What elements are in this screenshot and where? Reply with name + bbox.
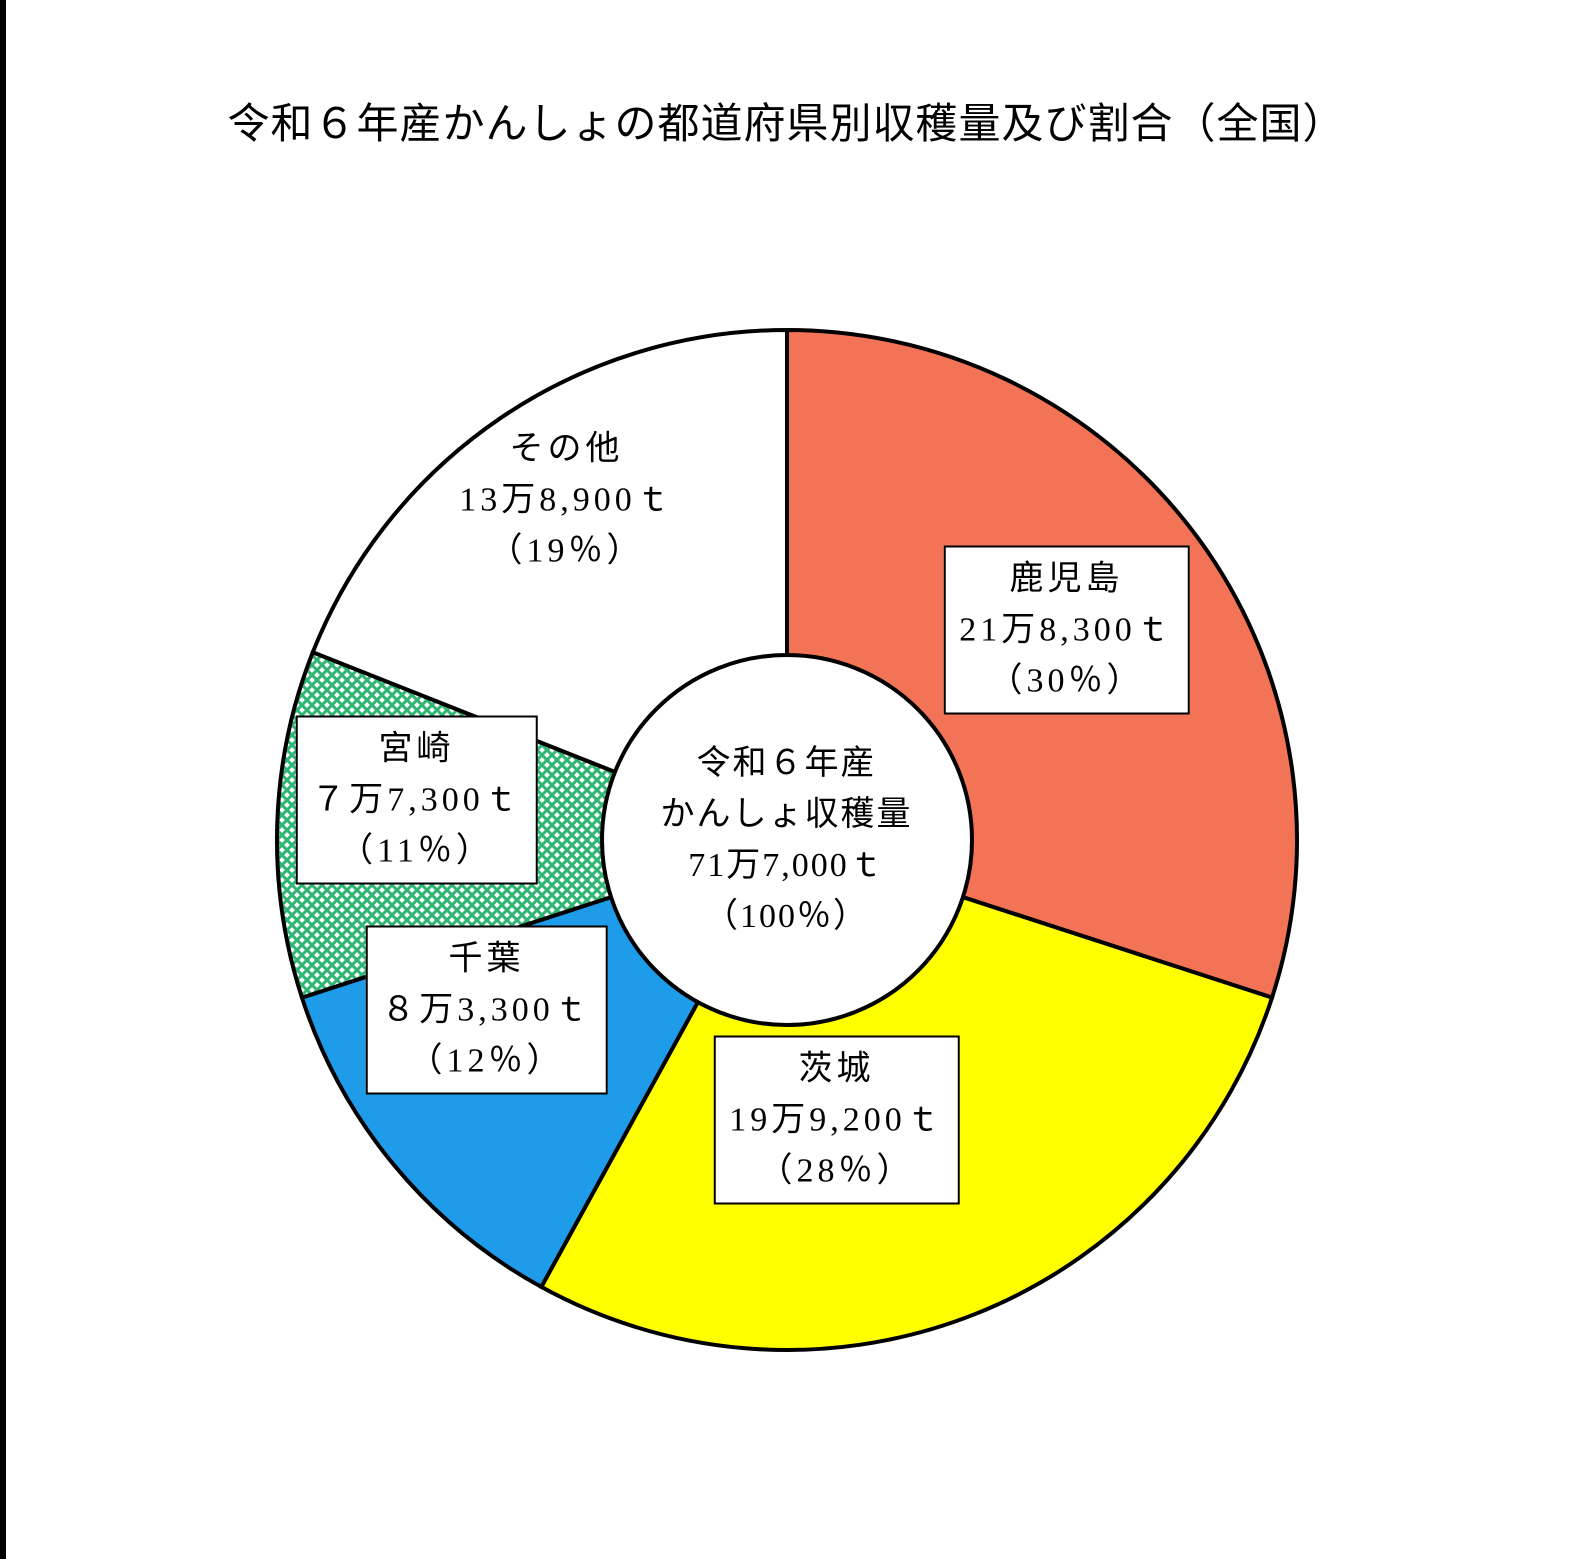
pie-chart: 鹿児島21万8,300ｔ（30％） 茨城19万9,200ｔ（28％） 千葉８万3,3… [237,290,1337,1390]
slice-label-1: 茨城19万9,200ｔ（28％） [713,1036,960,1205]
left-border [0,0,6,1559]
slice-label-3: 宮崎７万7,300ｔ（11％） [295,716,538,885]
slice-value: 19万9,200ｔ [729,1095,944,1146]
slice-name: 宮崎 [311,724,522,775]
slice-name: 茨城 [729,1044,944,1095]
slice-label-2: 千葉８万3,300ｔ（12％） [365,926,608,1095]
slice-value: 13万8,900ｔ [459,475,674,526]
slice-label-0: 鹿児島21万8,300ｔ（30％） [943,546,1190,715]
center-line4: （100％） [661,891,913,942]
center-line3: 71万7,000ｔ [661,840,913,891]
slice-pct: （11％） [311,826,522,877]
center-label: 令和６年産かんしょ収穫量71万7,000ｔ（100％） [661,738,913,942]
slice-pct: （19％） [459,526,674,577]
slice-pct: （12％） [381,1036,592,1087]
slice-pct: （30％） [959,656,1174,707]
center-line2: かんしょ収穫量 [661,789,913,840]
slice-name: その他 [459,424,674,475]
slice-value: ７万7,300ｔ [311,775,522,826]
center-line1: 令和６年産 [661,738,913,789]
slice-value: 21万8,300ｔ [959,605,1174,656]
slice-label-4: その他13万8,900ｔ（19％） [459,424,674,577]
slice-name: 鹿児島 [959,554,1174,605]
chart-title: 令和６年産かんしょの都道府県別収穫量及び割合（全国） [0,90,1573,151]
slice-value: ８万3,300ｔ [381,985,592,1036]
slice-pct: （28％） [729,1146,944,1197]
slice-name: 千葉 [381,934,592,985]
